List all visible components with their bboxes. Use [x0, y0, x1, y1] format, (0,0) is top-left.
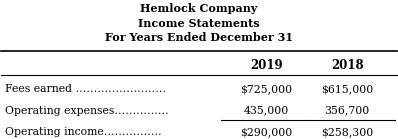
Text: 2018: 2018 [331, 59, 363, 72]
Text: 2019: 2019 [250, 59, 283, 72]
Text: $725,000: $725,000 [240, 84, 292, 94]
Text: $258,300: $258,300 [321, 127, 373, 137]
Text: 356,700: 356,700 [325, 106, 370, 116]
Text: Operating expenses……………: Operating expenses…………… [5, 106, 169, 116]
Text: $615,000: $615,000 [321, 84, 373, 94]
Text: Operating income…………….: Operating income……………. [5, 127, 162, 137]
Text: Hemlock Company: Hemlock Company [140, 3, 258, 14]
Text: 435,000: 435,000 [244, 106, 289, 116]
Text: $290,000: $290,000 [240, 127, 292, 137]
Text: For Years Ended December 31: For Years Ended December 31 [105, 32, 293, 44]
Text: Income Statements: Income Statements [138, 18, 260, 29]
Text: Fees earned …………………….: Fees earned ……………………. [5, 84, 166, 94]
